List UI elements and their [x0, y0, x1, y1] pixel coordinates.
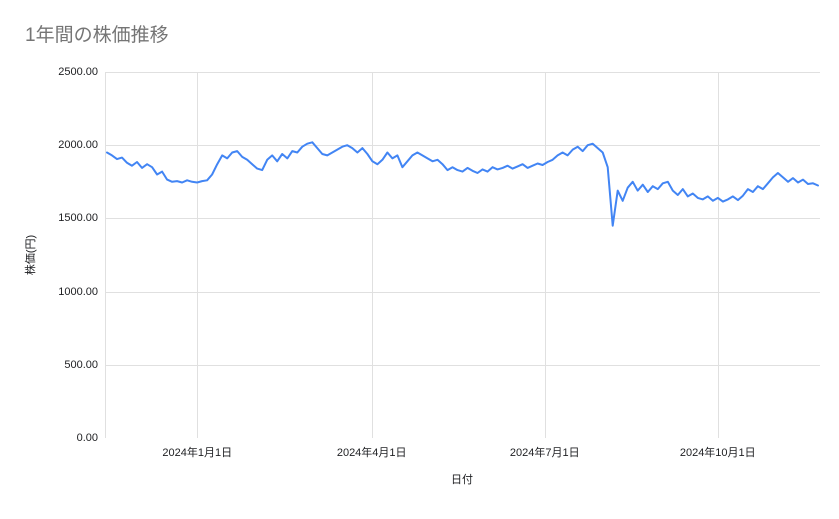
y-tick-label: 2000.00	[58, 139, 98, 152]
price-line-series	[106, 141, 819, 227]
x-tick-label: 2024年4月1日	[336, 447, 407, 459]
x-tick-label: 2024年7月1日	[509, 447, 580, 459]
y-tick-label: 500.00	[64, 358, 98, 371]
y-tick-label: 1000.00	[58, 285, 98, 298]
x-axis-title: 日付	[451, 474, 473, 486]
plot-area	[105, 72, 820, 438]
x-tick-label: 2024年10月1日	[679, 447, 756, 459]
plot-region	[105, 72, 820, 438]
y-tick-label: 1500.00	[58, 212, 98, 225]
x-axis-tick-labels: 2024年1月1日 2024年4月1日 2024年7月1日 2024年10月1日	[105, 444, 820, 460]
y-tick-label: 0.00	[76, 432, 98, 444]
y-tick-label: 2500.00	[58, 66, 98, 78]
y-axis-tick-labels: 2500.00 2000.00 1500.00 1000.00 500.00 0.00	[0, 66, 98, 444]
x-tick-label: 2024年1月1日	[162, 447, 233, 459]
chart-title: 1年間の株価推移	[25, 25, 169, 46]
